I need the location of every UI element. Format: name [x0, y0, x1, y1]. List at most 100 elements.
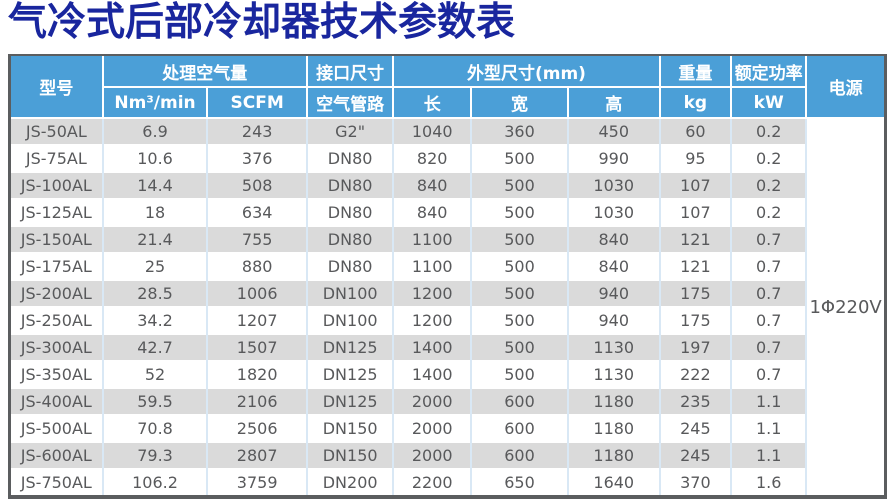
- col-subheader-nm3min: Nm³/min: [102, 87, 209, 119]
- cell-model: JS-300AL: [11, 333, 104, 361]
- table-row: JS-300AL 42.7 1507 DN125 1400 500 1130 197 0.7: [11, 333, 884, 361]
- cell-scfm: 2506: [207, 414, 308, 442]
- cell-width: 500: [471, 198, 569, 226]
- cell-power-kw: 1.1: [731, 441, 807, 469]
- table-row: JS-100AL 14.4 508 DN80 840 500 1030 107 0.2: [11, 171, 884, 199]
- cell-pipe: DN125: [306, 387, 395, 415]
- cell-nm3-min: 34.2: [102, 306, 209, 334]
- cell-weight-kg: 107: [659, 198, 733, 226]
- col-subheader-kw: kW: [731, 87, 808, 119]
- cell-model: JS-600AL: [11, 441, 104, 469]
- cell-width: 600: [471, 387, 569, 415]
- cell-height: 1130: [567, 333, 661, 361]
- col-header-dimensions: 外型尺寸(mm): [393, 56, 661, 88]
- header-row-groups: 型号 处理空气量 接口尺寸 外型尺寸(mm) 重量 额定功率 电源: [11, 56, 884, 119]
- cell-scfm: 1207: [207, 306, 308, 334]
- cell-power-supply: 1Φ220V: [805, 118, 884, 495]
- cell-power-kw: 1.1: [731, 414, 807, 442]
- table-row: JS-50AL 6.9 243 G2" 1040 360 450 60 0.2 1Φ220V: [11, 117, 884, 495]
- cell-power-kw: 0.2: [731, 117, 808, 145]
- cell-width: 360: [471, 117, 569, 145]
- cell-nm3-min: 6.9: [102, 117, 209, 145]
- cell-length: 1100: [393, 225, 473, 253]
- cell-pipe: DN125: [306, 360, 395, 388]
- cell-width: 500: [471, 252, 569, 280]
- cell-model: JS-350AL: [11, 360, 104, 388]
- cell-weight-kg: 235: [659, 387, 733, 415]
- cell-nm3-min: 106.2: [102, 468, 209, 495]
- cell-nm3-min: 70.8: [102, 414, 209, 442]
- col-header-rated-power: 额定功率: [731, 56, 808, 88]
- cell-power-kw: 0.7: [731, 360, 807, 388]
- cell-model: JS-50AL: [11, 117, 104, 145]
- col-subheader-length: 长: [393, 87, 473, 119]
- table-header: 型号 处理空气量 接口尺寸 外型尺寸(mm) 重量 额定功率 电源 Nm³/mi…: [11, 56, 884, 119]
- cell-height: 450: [567, 117, 661, 145]
- cell-weight-kg: 60: [659, 117, 733, 145]
- cell-height: 1030: [567, 198, 661, 226]
- cell-scfm: 376: [207, 144, 308, 172]
- cell-scfm: 2807: [207, 441, 308, 469]
- cell-model: JS-75AL: [11, 144, 104, 172]
- cell-width: 650: [471, 468, 569, 495]
- cell-power-kw: 0.2: [731, 171, 807, 199]
- cell-nm3-min: 79.3: [102, 441, 209, 469]
- cell-height: 840: [567, 252, 661, 280]
- cell-pipe: DN80: [306, 198, 395, 226]
- cell-nm3-min: 21.4: [102, 225, 209, 253]
- cell-power-kw: 0.7: [731, 279, 807, 307]
- cell-pipe: DN80: [306, 225, 395, 253]
- col-header-power-supply: 电源: [806, 56, 884, 119]
- cell-length: 1200: [393, 279, 473, 307]
- cell-nm3-min: 28.5: [102, 279, 209, 307]
- cell-height: 940: [567, 306, 661, 334]
- cell-width: 600: [471, 414, 569, 442]
- cell-height: 1640: [567, 468, 661, 495]
- cell-scfm: 508: [207, 171, 308, 199]
- cell-pipe: DN125: [306, 333, 395, 361]
- table-row: JS-350AL 52 1820 DN125 1400 500 1130 222 0.7: [11, 360, 884, 388]
- cell-power-kw: 0.2: [731, 144, 807, 172]
- cell-length: 840: [393, 171, 473, 199]
- cell-model: JS-150AL: [11, 225, 104, 253]
- cell-scfm: 1507: [207, 333, 308, 361]
- table-row: JS-500AL 70.8 2506 DN150 2000 600 1180 245 1.1: [11, 414, 884, 442]
- header-row-units: Nm³/min SCFM 空气管路 长 宽 高 kg kW: [11, 87, 884, 119]
- cell-length: 2200: [393, 468, 473, 495]
- cell-length: 1040: [393, 117, 473, 145]
- cell-power-kw: 0.7: [731, 306, 807, 334]
- col-subheader-height: 高: [567, 87, 661, 119]
- cell-model: JS-400AL: [11, 387, 104, 415]
- cell-power-kw: 0.7: [731, 333, 807, 361]
- table-row: JS-200AL 28.5 1006 DN100 1200 500 940 175 0.7: [11, 279, 884, 307]
- table-row: JS-750AL 106.2 3759 DN200 2200 650 1640 370 1.6: [11, 468, 884, 495]
- col-header-air-flow: 处理空气量: [102, 56, 308, 88]
- cell-weight-kg: 107: [659, 171, 733, 199]
- cell-model: JS-250AL: [11, 306, 104, 334]
- cell-power-kw: 0.7: [731, 225, 807, 253]
- cell-width: 500: [471, 144, 569, 172]
- cell-nm3-min: 14.4: [102, 171, 209, 199]
- cell-length: 2000: [393, 414, 473, 442]
- cell-power-kw: 1.1: [731, 387, 807, 415]
- cell-nm3-min: 10.6: [102, 144, 209, 172]
- cell-scfm: 880: [207, 252, 308, 280]
- cell-model: JS-100AL: [11, 171, 104, 199]
- cell-weight-kg: 121: [659, 252, 733, 280]
- cell-width: 500: [471, 171, 569, 199]
- cell-length: 1400: [393, 333, 473, 361]
- cell-height: 1180: [567, 387, 661, 415]
- cell-height: 940: [567, 279, 661, 307]
- table-row: JS-75AL 10.6 376 DN80 820 500 990 95 0.2: [11, 144, 884, 172]
- cell-power-kw: 1.6: [731, 468, 807, 495]
- cell-weight-kg: 245: [659, 441, 733, 469]
- cell-weight-kg: 197: [659, 333, 733, 361]
- table-row: JS-175AL 25 880 DN80 1100 500 840 121 0.7: [11, 252, 884, 280]
- cell-weight-kg: 222: [659, 360, 733, 388]
- cell-width: 500: [471, 333, 569, 361]
- table-row: JS-400AL 59.5 2106 DN125 2000 600 1180 235 1.1: [11, 387, 884, 415]
- cell-nm3-min: 18: [102, 198, 209, 226]
- cell-pipe: G2": [306, 117, 395, 145]
- cell-pipe: DN80: [306, 252, 395, 280]
